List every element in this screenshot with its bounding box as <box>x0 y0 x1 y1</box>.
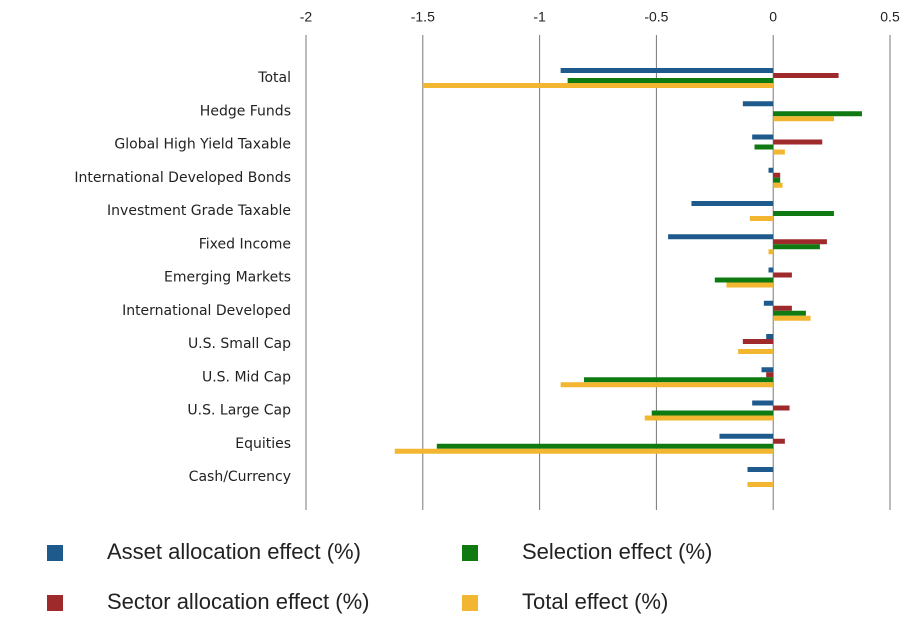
bar <box>749 216 774 221</box>
x-tick-label: 0.5 <box>880 9 900 25</box>
bar <box>651 410 774 416</box>
bar <box>747 467 774 472</box>
bar <box>773 149 785 155</box>
bar <box>773 310 806 316</box>
bar <box>394 448 774 454</box>
bar <box>768 249 774 255</box>
bar <box>742 101 774 107</box>
y-tick-label: U.S. Large Cap <box>187 403 291 419</box>
bar <box>763 300 774 306</box>
bar <box>768 167 774 173</box>
bar <box>719 433 774 439</box>
bar <box>773 177 781 183</box>
y-tick-label: Equities <box>235 436 291 452</box>
bar <box>583 377 774 383</box>
y-tick-label: Hedge Funds <box>200 103 291 119</box>
x-tick-label: -1.5 <box>411 9 435 25</box>
legend-label: Asset allocation effect (%) <box>107 539 361 564</box>
legend-label: Sector allocation effect (%) <box>107 589 370 614</box>
y-tick-label: International Developed <box>122 303 291 319</box>
x-tick-label: -2 <box>300 9 313 25</box>
bar <box>752 134 774 140</box>
y-tick-label: Global High Yield Taxable <box>114 137 291 153</box>
bar <box>436 443 774 449</box>
bar <box>560 382 774 388</box>
y-tick-label: International Developed Bonds <box>74 170 291 186</box>
bar <box>766 372 774 378</box>
bar <box>773 272 792 278</box>
y-tick-label: U.S. Mid Cap <box>202 369 291 385</box>
legend-swatch <box>47 545 63 561</box>
bar <box>644 415 774 421</box>
bar <box>773 405 790 411</box>
x-tick-label: -1 <box>533 9 546 25</box>
bar <box>773 244 820 250</box>
bar <box>714 277 774 283</box>
bar <box>738 349 774 354</box>
bar <box>752 400 774 406</box>
y-tick-label: Cash/Currency <box>189 469 291 485</box>
bar <box>773 438 785 444</box>
bar <box>560 68 774 73</box>
bar <box>691 201 774 206</box>
bar <box>773 239 827 245</box>
bar <box>773 111 862 117</box>
bar <box>754 144 774 150</box>
y-tick-label: U.S. Small Cap <box>188 336 291 352</box>
legend-swatch <box>462 545 478 561</box>
x-tick-label: 0 <box>769 9 777 25</box>
y-tick-label: Investment Grade Taxable <box>107 203 291 219</box>
bar <box>766 334 774 339</box>
bar <box>773 73 839 78</box>
bar <box>726 282 774 288</box>
bar <box>747 482 774 487</box>
y-tick-label: Total <box>257 70 291 86</box>
bar <box>773 305 792 311</box>
bar <box>567 78 774 83</box>
bar <box>773 315 811 321</box>
y-tick-label: Emerging Markets <box>164 270 291 286</box>
bar <box>768 267 774 273</box>
bar <box>773 139 823 145</box>
bar <box>422 83 774 88</box>
legend-swatch <box>462 595 478 611</box>
x-tick-label: -0.5 <box>644 9 668 25</box>
bar <box>761 367 774 373</box>
bar <box>773 172 781 178</box>
y-tick-label: Fixed Income <box>199 236 291 252</box>
bar <box>742 339 774 344</box>
bar <box>773 116 834 122</box>
bar <box>668 234 774 240</box>
legend-label: Total effect (%) <box>522 589 668 614</box>
bar <box>773 182 783 188</box>
legend-label: Selection effect (%) <box>522 539 712 564</box>
bar <box>773 211 834 216</box>
legend-swatch <box>47 595 63 611</box>
